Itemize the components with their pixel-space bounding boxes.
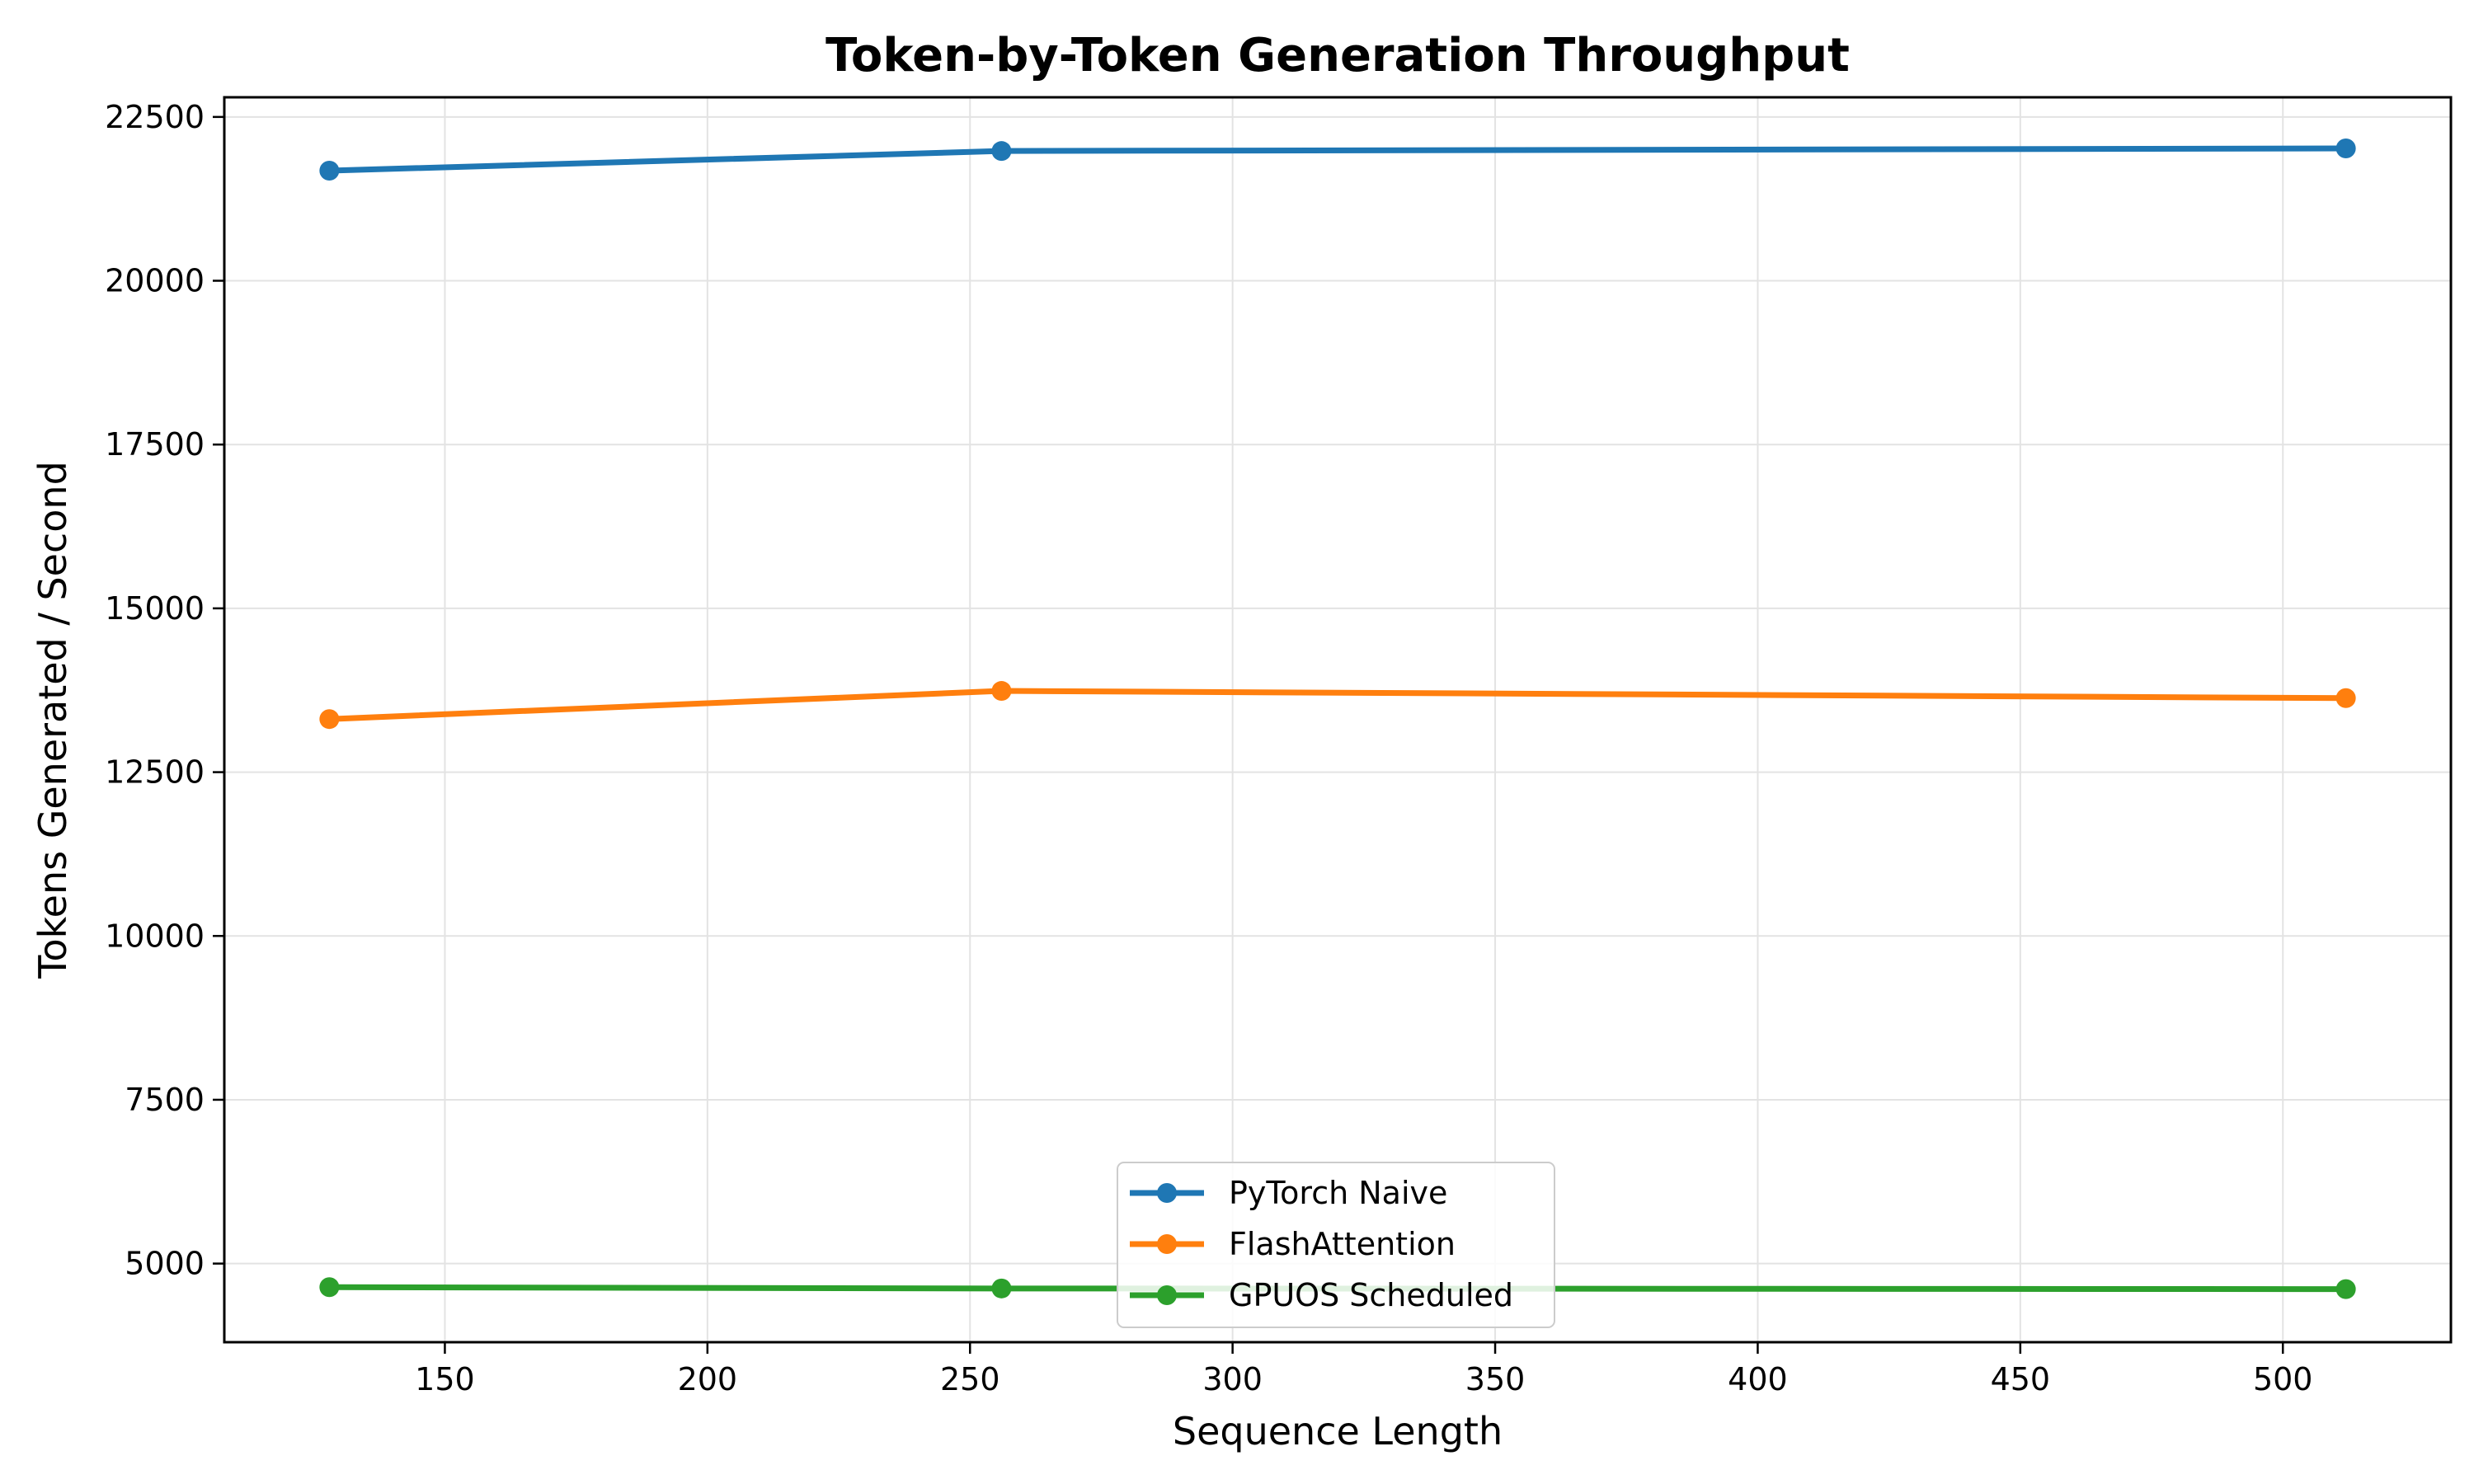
y-tick-label: 17500 — [105, 426, 205, 463]
y-tick-label: 5000 — [125, 1246, 205, 1282]
legend: PyTorch Naive FlashAttention GPUOS Schedul… — [1117, 1162, 1555, 1328]
legend-item-pytorch-naive: PyTorch Naive — [1130, 1175, 1447, 1211]
legend-item-gpuos-scheduled: GPUOS Scheduled — [1130, 1277, 1513, 1313]
y-axis: 5000 7500 10000 12500 15000 17500 20000 22500 — [105, 99, 224, 1282]
x-tick-label: 250 — [940, 1361, 1000, 1397]
data-point — [319, 161, 340, 181]
legend-label: FlashAttention — [1229, 1226, 1456, 1262]
data-point — [991, 681, 1012, 702]
y-tick-label: 20000 — [105, 263, 205, 299]
data-point — [2335, 1279, 2356, 1299]
x-axis: 150 200 250 300 350 400 450 500 — [415, 1342, 2312, 1397]
y-axis-title: Tokens Generated / Second — [31, 461, 75, 979]
data-point — [2335, 138, 2356, 158]
grid — [224, 97, 2451, 1342]
legend-label: PyTorch Naive — [1229, 1175, 1447, 1211]
x-tick-label: 450 — [1991, 1361, 2051, 1397]
x-tick-label: 400 — [1728, 1361, 1788, 1397]
x-tick-label: 200 — [678, 1361, 738, 1397]
data-point — [2335, 688, 2356, 708]
y-tick-label: 7500 — [125, 1082, 205, 1118]
y-tick-label: 10000 — [105, 918, 205, 954]
data-point — [319, 709, 340, 730]
x-tick-label: 350 — [1465, 1361, 1526, 1397]
legend-marker — [1157, 1234, 1177, 1254]
series-flashattention — [319, 681, 2356, 730]
series-gpuos-scheduled — [319, 1277, 2356, 1299]
legend-marker — [1157, 1183, 1177, 1203]
y-tick-label: 22500 — [105, 99, 205, 135]
x-tick-label: 500 — [2253, 1361, 2313, 1397]
legend-item-flashattention: FlashAttention — [1130, 1226, 1456, 1262]
series-layer — [319, 138, 2356, 1299]
data-point — [991, 1278, 1012, 1298]
data-point — [319, 1277, 340, 1298]
legend-marker — [1157, 1285, 1177, 1305]
series-pytorch-naive — [319, 138, 2356, 181]
x-tick-label: 150 — [415, 1361, 475, 1397]
x-axis-title: Sequence Length — [1173, 1409, 1503, 1453]
chart-title: Token-by-Token Generation Throughput — [825, 29, 1850, 82]
x-tick-label: 300 — [1202, 1361, 1263, 1397]
plot-frame — [223, 96, 2453, 1344]
legend-box — [1117, 1162, 1555, 1328]
y-tick-label: 12500 — [105, 754, 205, 791]
y-tick-label: 15000 — [105, 590, 205, 627]
legend-label: GPUOS Scheduled — [1229, 1277, 1513, 1313]
data-point — [991, 141, 1012, 162]
